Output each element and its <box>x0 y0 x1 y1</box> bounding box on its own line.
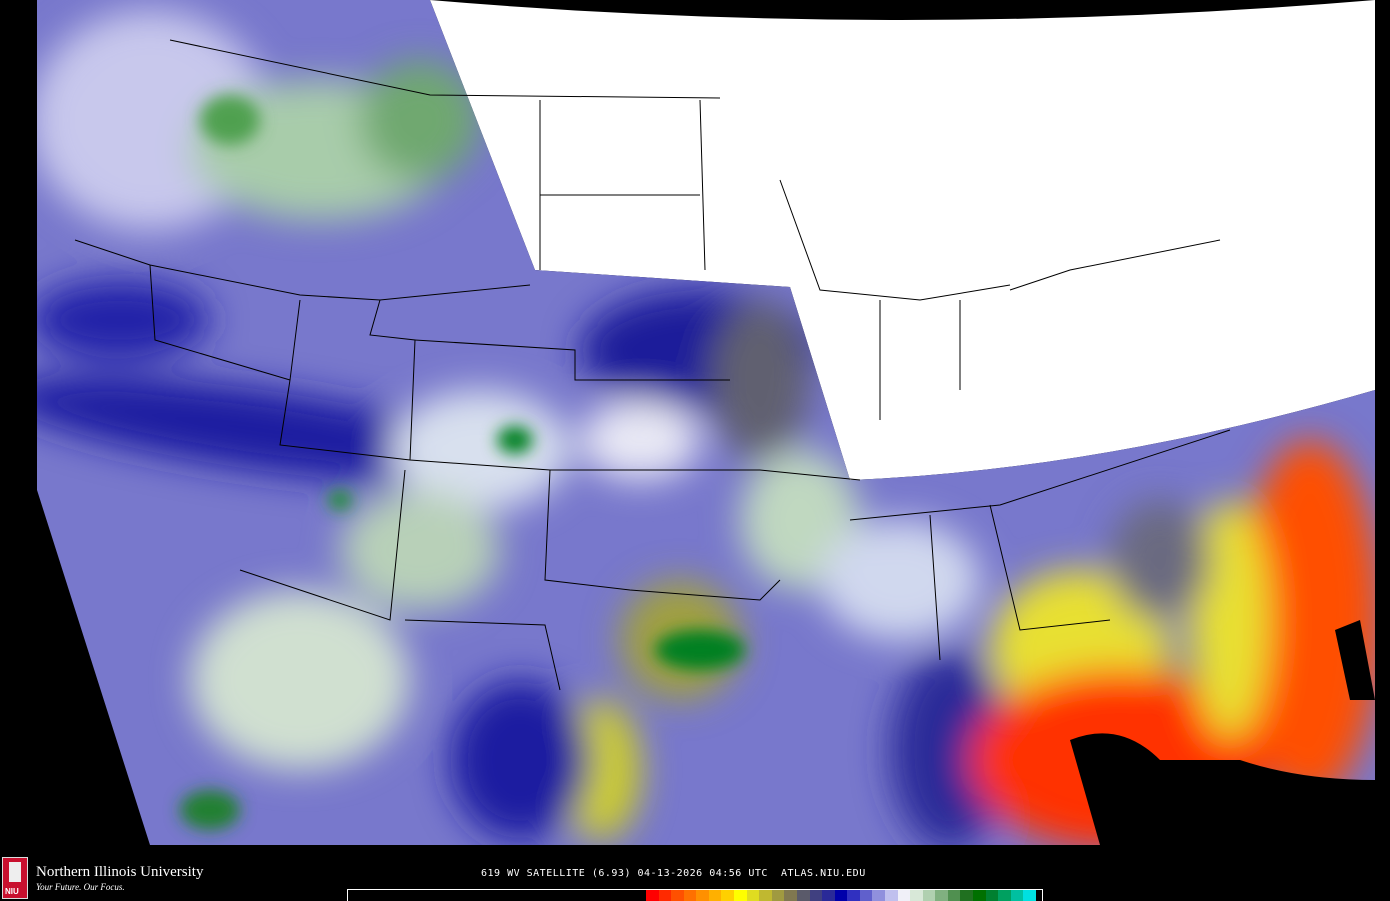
state-boundaries <box>74 39 1231 691</box>
color-scale-swatch <box>822 890 835 901</box>
color-scale-swatch <box>746 890 760 901</box>
color-scale-swatch <box>973 890 986 901</box>
color-scale-swatch <box>1010 890 1024 901</box>
color-scale-swatch <box>859 890 873 901</box>
color-scale-swatch <box>771 890 785 901</box>
satellite-map <box>37 0 1375 845</box>
color-scale-swatch <box>872 890 885 901</box>
color-scale-swatch <box>884 890 898 901</box>
color-scale-swatch <box>985 890 999 901</box>
color-scale-swatch <box>796 890 810 901</box>
color-scale-swatch <box>910 890 923 901</box>
color-scale-swatch <box>734 890 747 901</box>
color-scale-swatch <box>671 890 684 901</box>
niu-seal-icon: NIU <box>2 857 28 899</box>
color-scale-swatch <box>960 890 974 901</box>
color-scale-swatch <box>809 890 823 901</box>
color-scale-swatch <box>683 890 697 901</box>
color-scale-swatch <box>998 890 1011 901</box>
color-scale-swatch <box>696 890 709 901</box>
color-scale-swatch <box>947 890 961 901</box>
color-scale-swatch <box>922 890 936 901</box>
color-scale-swatch <box>1023 890 1036 901</box>
color-scale-swatch <box>935 890 948 901</box>
no-data-region <box>430 0 1375 480</box>
university-tagline: Your Future. Our Focus. <box>36 882 125 892</box>
university-name: Northern Illinois University <box>36 864 204 880</box>
color-scale-swatch <box>708 890 722 901</box>
color-scale-swatch <box>897 890 911 901</box>
color-scale-swatch <box>721 890 735 901</box>
color-scale-swatch <box>834 890 848 901</box>
color-scale-bar <box>347 889 1043 901</box>
color-scale-swatch <box>646 890 659 901</box>
color-scale-swatch <box>759 890 772 901</box>
color-scale-swatch <box>658 890 672 901</box>
product-caption: 619 WV SATELLITE (6.93) 04-13-2026 04:56… <box>481 868 866 879</box>
niu-logo: NIU Northern Illinois University Your Fu… <box>2 857 203 899</box>
color-scale-swatch <box>784 890 797 901</box>
color-scale-swatch <box>847 890 860 901</box>
